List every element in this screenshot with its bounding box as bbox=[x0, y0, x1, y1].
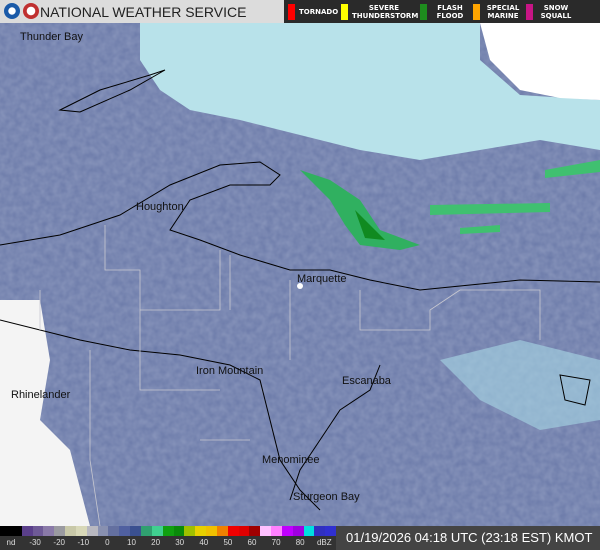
scale-color bbox=[86, 526, 98, 536]
scale-color bbox=[271, 526, 282, 536]
scale-color bbox=[65, 526, 76, 536]
warning-label: SEVERE THUNDERSTORM bbox=[352, 3, 419, 20]
scale-color bbox=[108, 526, 120, 536]
page-title: NATIONAL WEATHER SERVICE bbox=[40, 4, 247, 20]
scale-color bbox=[173, 526, 185, 536]
warning-color-swatch bbox=[526, 3, 533, 20]
scale-color bbox=[216, 526, 228, 536]
scale-color bbox=[292, 526, 304, 536]
lake-michigan bbox=[440, 340, 600, 430]
scale-ticks: nd -30 -20 -10 0 10 20 30 40 50 60 70 80 dBZ bbox=[0, 538, 336, 550]
city-label: Iron Mountain bbox=[196, 365, 264, 377]
radar-site-marker bbox=[297, 283, 303, 289]
city-label: Escanaba bbox=[342, 375, 391, 387]
scale-tick-label: 40 bbox=[199, 538, 209, 547]
scale-tick-label: -10 bbox=[77, 538, 90, 547]
city-label: Menominee bbox=[262, 454, 320, 466]
warning-legend: TORNADO SEVERE THUNDERSTORM FLASH FLOOD SPE… bbox=[284, 0, 600, 23]
warning-label: SPECIAL MARINE bbox=[486, 3, 520, 20]
scale-color bbox=[140, 526, 152, 536]
timestamp: 01/19/2026 04:18 UTC (23:18 EST) KMOT bbox=[336, 526, 600, 550]
scale-color bbox=[227, 526, 239, 536]
scale-color bbox=[151, 526, 163, 536]
noaa-logo-icon bbox=[4, 3, 20, 19]
warning-label: FLASH FLOOD bbox=[436, 3, 464, 20]
warning-color-swatch bbox=[473, 3, 480, 20]
scale-color bbox=[32, 526, 44, 536]
scale-tick-label: -20 bbox=[53, 538, 65, 547]
scale-color bbox=[54, 526, 66, 536]
scale-color bbox=[325, 526, 337, 536]
lake-effect-core bbox=[355, 210, 385, 240]
scale-color bbox=[184, 526, 196, 536]
warning-color-swatch bbox=[341, 3, 348, 20]
logos bbox=[4, 3, 39, 19]
lake-effect-band bbox=[300, 170, 420, 250]
scale-tick-label: 10 bbox=[127, 538, 136, 547]
scale-color bbox=[10, 526, 22, 536]
scale-color bbox=[195, 526, 207, 536]
scale-tick-label: 60 bbox=[247, 538, 257, 547]
color-scale bbox=[0, 526, 337, 536]
no-data-area bbox=[480, 23, 600, 100]
reflectivity-legend: nd -30 -20 -10 0 10 20 30 40 50 60 70 80 dBZ bbox=[0, 526, 337, 550]
scale-color bbox=[249, 526, 261, 536]
scale-color bbox=[21, 526, 33, 536]
warning-type: SPECIAL MARINE bbox=[473, 3, 522, 20]
city-label: Thunder Bay bbox=[20, 31, 83, 43]
scale-tick-label: nd bbox=[6, 538, 16, 547]
nws-logo-icon bbox=[23, 3, 39, 19]
scale-color bbox=[206, 526, 217, 536]
warning-label: SNOW SQUALL bbox=[540, 3, 572, 20]
scale-tick-label: 30 bbox=[175, 538, 185, 547]
scale-color bbox=[43, 526, 55, 536]
header-bar: NATIONAL WEATHER SERVICE TORNADO SEVERE T… bbox=[0, 0, 600, 23]
city-label: Marquette bbox=[297, 273, 347, 285]
warning-type: FLASH FLOOD bbox=[420, 3, 469, 20]
scale-color bbox=[130, 526, 141, 536]
county-lines bbox=[39, 225, 541, 526]
scale-tick-label: 70 bbox=[271, 538, 281, 547]
warning-type: SNOW SQUALL bbox=[526, 3, 575, 20]
scale-tick-label: dBZ bbox=[316, 538, 332, 547]
scale-tick-label: -30 bbox=[29, 538, 41, 547]
scale-color bbox=[260, 526, 272, 536]
city-label: Rhinelander bbox=[11, 389, 71, 401]
warning-color-swatch bbox=[420, 3, 427, 20]
radar-map[interactable] bbox=[0, 23, 600, 526]
scale-color bbox=[303, 526, 315, 536]
scale-color bbox=[281, 526, 293, 536]
warning-label: TORNADO bbox=[299, 7, 339, 16]
warning-color-swatch bbox=[288, 3, 295, 20]
scale-color bbox=[75, 526, 87, 536]
scale-color bbox=[238, 526, 250, 536]
scale-color bbox=[97, 526, 109, 536]
scale-color bbox=[119, 526, 131, 536]
scale-color bbox=[162, 526, 174, 536]
city-label: Houghton bbox=[136, 201, 184, 213]
coastlines bbox=[0, 69, 600, 511]
no-data-area-west bbox=[0, 300, 90, 526]
lake-superior bbox=[140, 23, 600, 160]
warning-type: SEVERE THUNDERSTORM bbox=[341, 3, 419, 20]
scale-color bbox=[0, 526, 11, 536]
scale-tick-label: 80 bbox=[295, 538, 305, 547]
warning-type: TORNADO bbox=[288, 3, 339, 20]
city-label: Sturgeon Bay bbox=[293, 491, 360, 503]
scale-color bbox=[314, 526, 326, 536]
lake-effect-band bbox=[430, 160, 600, 234]
scale-tick-label: 20 bbox=[151, 538, 161, 547]
scale-tick-label: 50 bbox=[223, 538, 233, 547]
scale-tick-label: 0 bbox=[105, 538, 110, 547]
